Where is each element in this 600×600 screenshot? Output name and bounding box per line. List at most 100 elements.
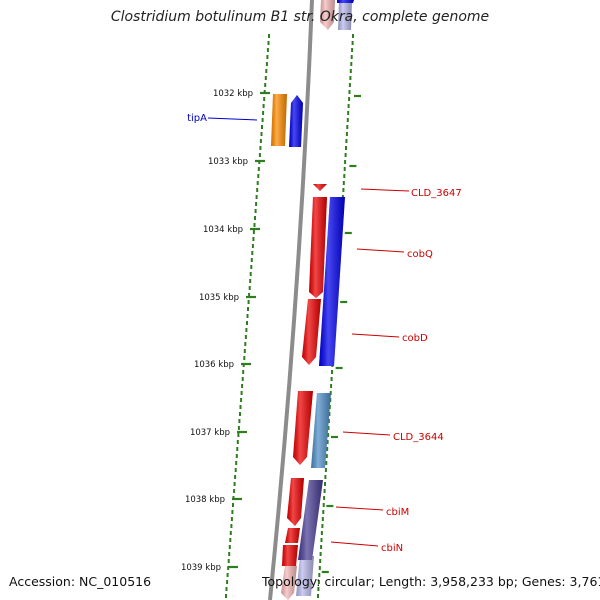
outer-tick-dot xyxy=(319,552,322,556)
inner-tick-dot xyxy=(235,461,238,465)
inner-tick-dot xyxy=(246,314,249,318)
reverse-gene-top-edge-shade xyxy=(337,0,354,3)
outer-tick-dot xyxy=(326,447,329,451)
gene-label-cobq: cobQ xyxy=(407,249,433,260)
outer-tick-dot xyxy=(323,489,326,493)
outer-tick-dot xyxy=(320,545,323,549)
scale-label-1036-kbp: 1036 kbp xyxy=(194,360,234,370)
inner-tick-dot xyxy=(237,426,240,430)
outer-tick-dot xyxy=(351,48,354,52)
outer-tick-dot xyxy=(345,132,348,136)
inner-tick-dot xyxy=(230,524,233,528)
scale-ticks: 1032 kbp 1033 kbp 1034 kbp 1035 kbp 1036 kbp… xyxy=(181,89,361,574)
outer-tick-dot xyxy=(323,496,326,500)
inner-tick-dot xyxy=(236,447,239,451)
inner-tick-dot xyxy=(256,181,259,185)
inner-tick-dot xyxy=(236,440,239,444)
outer-tick-dot xyxy=(318,573,321,577)
outer-tick-dot xyxy=(322,510,325,514)
inner-tick-dot xyxy=(244,335,247,339)
inner-tick-dot xyxy=(227,559,230,563)
inner-tick-dot xyxy=(251,244,254,248)
inner-tick-dot xyxy=(252,237,255,241)
inner-tick-dot xyxy=(266,55,269,59)
inner-tick-dot xyxy=(267,41,270,45)
inner-tick-dot xyxy=(254,216,256,220)
outer-tick-dot xyxy=(344,153,347,157)
inner-tick-dot xyxy=(247,300,250,304)
outer-tick-dot xyxy=(352,34,354,38)
inner-tick-dot xyxy=(265,62,268,66)
gene-features xyxy=(271,0,354,600)
outer-tick-dot xyxy=(326,440,329,444)
gene-label-cbim: cbiM xyxy=(386,507,409,518)
inner-tick-dot xyxy=(257,174,260,178)
inner-tick-dot xyxy=(246,321,248,325)
inner-tick-dot xyxy=(248,286,251,290)
inner-tick-dot xyxy=(239,412,241,416)
inner-tick-dot xyxy=(249,279,252,283)
inner-tick-dot xyxy=(262,111,265,115)
inner-tick-dot xyxy=(226,580,229,584)
leader-line-cld-3644 xyxy=(342,431,391,436)
inner-tick-dot xyxy=(230,517,233,521)
outer-tick-dot xyxy=(348,90,351,94)
cld-3644-gene-shade xyxy=(311,393,331,468)
inner-tick-dot xyxy=(255,195,258,199)
inner-tick-dot xyxy=(234,475,237,479)
inner-tick-dot xyxy=(235,454,238,458)
inner-tick-dot xyxy=(251,251,254,255)
outer-tick-dot xyxy=(347,111,350,115)
inner-tick-dot xyxy=(259,146,262,150)
scale-label-1038-kbp: 1038 kbp xyxy=(185,495,225,505)
outer-tick-dot xyxy=(350,62,353,66)
inner-tick-dot xyxy=(266,48,269,52)
leader-line-cbim xyxy=(335,506,384,511)
inner-tick-dot xyxy=(244,342,247,346)
inner-tick-dot xyxy=(241,384,244,388)
outer-tick-dot xyxy=(319,559,322,563)
outer-tick-dot xyxy=(346,125,349,129)
backbone-ring xyxy=(268,0,314,600)
inner-tick-dot xyxy=(249,272,252,276)
gene-label-cld-3644: CLD_3644 xyxy=(393,432,444,443)
outer-tick-dot xyxy=(342,188,345,192)
slate-gene-shade xyxy=(298,480,323,560)
outer-tick-dot xyxy=(327,426,330,430)
labels: tipA CLD_3647 cobQ cobD CLD_3644 cbiM cbiN xyxy=(187,113,462,554)
cbin-forward-gene-shade xyxy=(285,528,300,543)
outer-tick-dot xyxy=(318,566,321,570)
outer-tick-dot xyxy=(351,41,354,45)
outer-tick-dot xyxy=(317,587,320,591)
inner-tick-dot xyxy=(265,69,268,73)
faded-forward-gene-bottom-shade xyxy=(281,566,297,600)
inner-tick-dot xyxy=(228,545,231,549)
inner-tick-dot xyxy=(229,531,232,535)
inner-tick-dot xyxy=(226,573,229,577)
inner-tick-dot xyxy=(240,391,243,395)
outer-tick-dot xyxy=(342,181,345,185)
inner-tick-dot xyxy=(231,510,234,514)
outer-tick-dot xyxy=(321,517,324,521)
outer-tick-dot xyxy=(324,482,326,486)
outer-tick-dot xyxy=(317,580,320,584)
backbone-line xyxy=(268,0,314,600)
outer-tick-dot xyxy=(343,174,346,178)
outer-tick-dot xyxy=(322,503,325,507)
inner-tick-dot xyxy=(263,97,266,101)
inner-tick-dot xyxy=(243,349,246,353)
outer-tick-dot xyxy=(330,377,333,381)
outer-tick-dot xyxy=(350,55,353,59)
inner-tick-dot xyxy=(261,118,264,122)
inner-tick-dot xyxy=(254,209,257,213)
inner-tick-dot xyxy=(256,188,259,192)
outer-tick-dot xyxy=(317,594,319,598)
outer-tick-dot xyxy=(345,146,347,150)
inner-tick-dot xyxy=(250,258,253,262)
inner-tick-dot xyxy=(262,104,265,108)
scale-label-1032-kbp: 1032 kbp xyxy=(213,89,253,99)
faded-forward-gene-shade xyxy=(320,0,335,30)
outer-tick-dot xyxy=(347,104,350,108)
outer-tick-dot xyxy=(327,419,330,423)
